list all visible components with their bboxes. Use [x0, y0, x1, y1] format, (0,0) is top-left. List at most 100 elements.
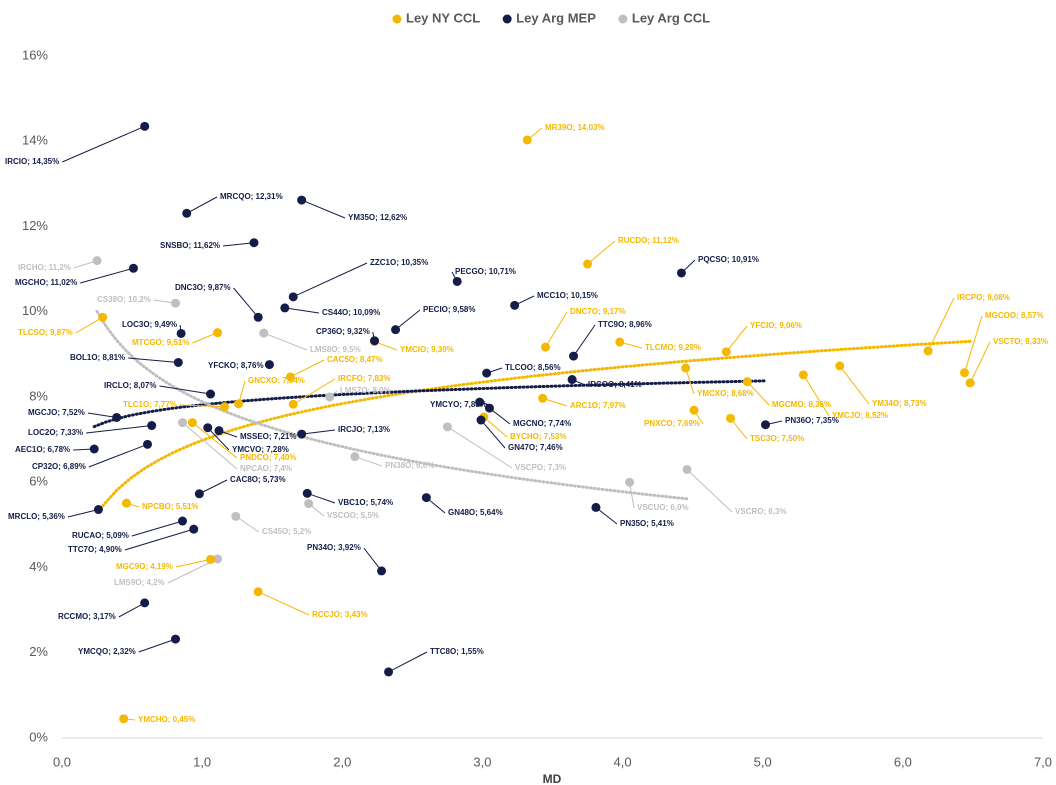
- data-label: PECIO; 9,58%: [423, 305, 475, 314]
- point: [482, 368, 492, 378]
- y-tick-label: 2%: [29, 644, 48, 659]
- point: [121, 498, 131, 508]
- leader-line: [192, 422, 238, 459]
- leader-line: [301, 199, 346, 219]
- point: [119, 714, 129, 724]
- point: [540, 342, 550, 352]
- data-label: YM34O; 8,73%: [872, 399, 927, 408]
- point: [147, 421, 157, 431]
- data-label: MGCNO; 7,74%: [513, 419, 571, 428]
- y-tick-label: 8%: [29, 388, 48, 403]
- data-label: MGCMO; 8,36%: [772, 400, 831, 409]
- data-label: PQCSO; 10,91%: [698, 255, 759, 264]
- trendline: [95, 309, 689, 501]
- data-label: YMCJO; 8,52%: [832, 411, 888, 420]
- y-tick-label: 12%: [22, 218, 48, 233]
- point: [304, 499, 314, 509]
- x-tick-label: 4,0: [614, 754, 632, 769]
- leader-line: [293, 262, 368, 298]
- leader-line: [263, 332, 308, 351]
- point: [391, 325, 401, 335]
- leader-line: [128, 357, 179, 363]
- data-label: MTCGO; 9,51%: [132, 338, 189, 347]
- leader-line: [207, 427, 230, 451]
- point: [98, 312, 108, 322]
- point: [249, 238, 259, 248]
- y-tick-label: 14%: [22, 133, 48, 148]
- x-tick-label: 2,0: [333, 754, 351, 769]
- leader-line: [480, 419, 506, 449]
- y-tick-label: 16%: [22, 47, 48, 62]
- leader-line: [685, 367, 695, 395]
- point: [625, 477, 635, 487]
- x-tick-label: 5,0: [754, 754, 772, 769]
- data-label: VSCOO; 5,5%: [327, 511, 379, 520]
- point: [285, 372, 295, 382]
- point: [442, 422, 452, 432]
- data-label: MGCOO; 8,57%: [985, 311, 1044, 320]
- leader-line: [354, 456, 383, 467]
- data-label: IRCLO; 8,07%: [104, 381, 156, 390]
- point: [182, 208, 192, 218]
- leader-line: [746, 381, 770, 406]
- data-label: YMCIO; 9,30%: [400, 345, 454, 354]
- data-label: RCCJO; 3,43%: [312, 610, 368, 619]
- leader-line: [725, 325, 748, 353]
- data-label: GNCXO; 7,84%: [248, 376, 305, 385]
- leader-line: [290, 359, 325, 378]
- leader-line: [131, 520, 183, 537]
- point: [475, 397, 485, 407]
- point: [231, 511, 241, 521]
- data-label: MGCHO; 11,02%: [15, 278, 77, 287]
- point: [325, 392, 335, 402]
- leader-line: [233, 287, 259, 318]
- point: [140, 598, 150, 608]
- leader-line: [62, 125, 145, 163]
- point: [253, 587, 263, 597]
- point: [538, 393, 548, 403]
- data-label: DNC3O; 9,87%: [175, 283, 231, 292]
- data-label: YMCYO; 7,88%: [430, 400, 487, 409]
- data-label: MR39O; 14,03%: [545, 123, 605, 132]
- point: [194, 489, 204, 499]
- legend-marker: [392, 14, 402, 24]
- point: [297, 429, 307, 439]
- data-label: PECGO; 10,71%: [455, 267, 516, 276]
- leader-line: [80, 267, 134, 284]
- point: [384, 667, 394, 677]
- point: [213, 328, 223, 338]
- leader-line: [301, 429, 336, 435]
- y-tick-label: 10%: [22, 303, 48, 318]
- point: [173, 357, 183, 367]
- point: [214, 426, 224, 436]
- point: [350, 452, 360, 462]
- data-label: YFCKO; 8,76%: [208, 361, 264, 370]
- y-tick-label: 4%: [29, 559, 48, 574]
- data-label: BYCHO; 7,53%: [510, 432, 566, 441]
- legend-marker: [618, 14, 628, 24]
- point: [484, 403, 494, 413]
- point: [591, 502, 601, 512]
- data-label: VSCTO; 8,33%: [993, 337, 1048, 346]
- data-label: GN48O; 5,64%: [448, 508, 503, 517]
- data-label: YMCXO; 8,68%: [697, 389, 754, 398]
- point: [178, 418, 188, 428]
- leader-line: [86, 425, 152, 434]
- leader-line: [447, 426, 513, 469]
- data-label: SNSBO; 11,62%: [160, 241, 220, 250]
- point: [220, 402, 230, 412]
- leader-line: [182, 422, 238, 470]
- point: [187, 418, 197, 428]
- leader-line: [175, 558, 211, 568]
- data-label: RCCMO; 3,17%: [58, 612, 116, 621]
- data-label: TTC9O; 8,96%: [598, 320, 652, 329]
- y-tick-label: 0%: [29, 729, 48, 744]
- point: [510, 300, 520, 310]
- data-label: MRCLO; 5,36%: [8, 512, 65, 521]
- data-label: TLCMO; 9,29%: [645, 343, 701, 352]
- point: [280, 303, 290, 313]
- data-label: MCC1O; 10,15%: [537, 291, 598, 300]
- leader-line: [124, 528, 194, 551]
- point: [960, 368, 970, 378]
- leader-line: [199, 479, 228, 495]
